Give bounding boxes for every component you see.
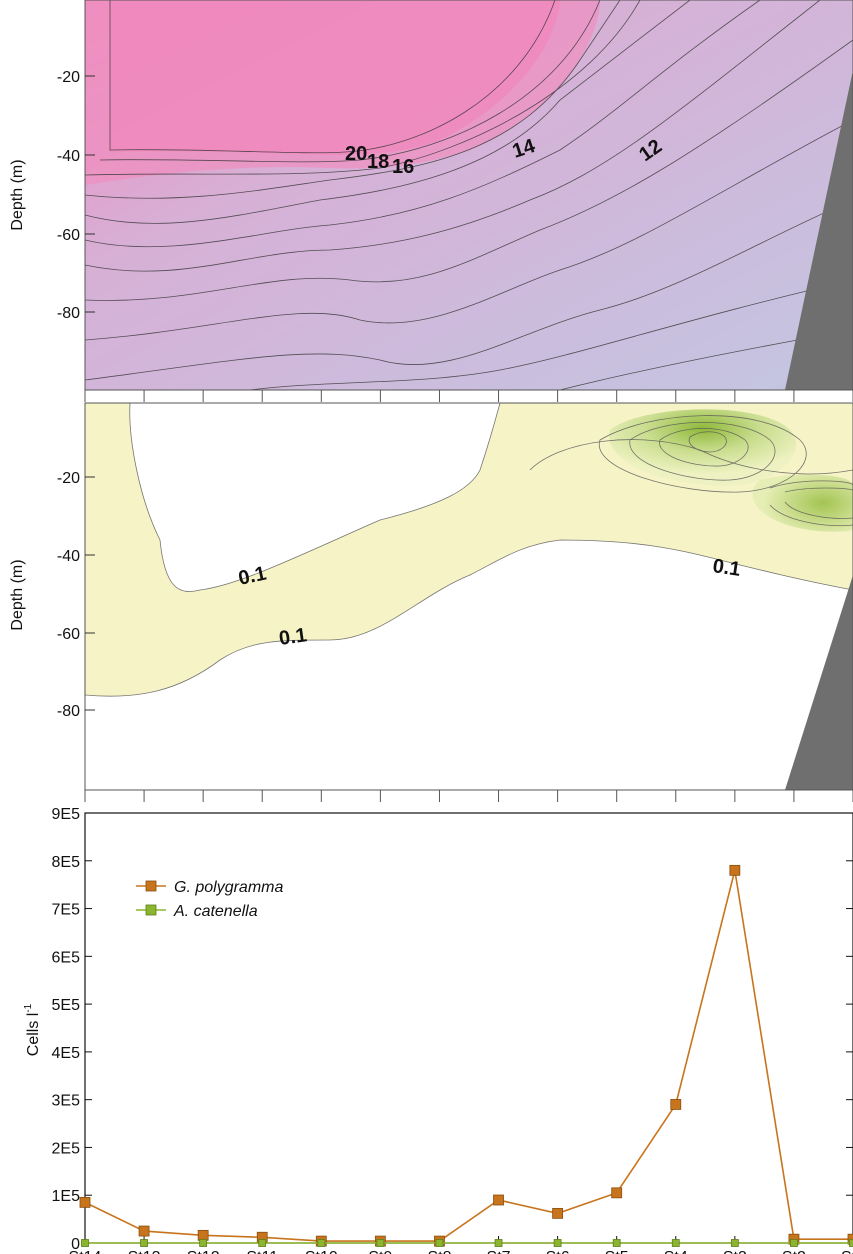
x-tick-label: St7 [487,1249,511,1254]
cell-count-chart: 0 1E5 2E5 3E5 4E5 5E5 6E5 7E5 8E5 9E5 St14 St13 St1… [23,806,853,1254]
temperature-contour-lines [85,0,853,390]
contour-label-0.1-lower: 0.1 [278,624,309,650]
series-group [79,864,853,1247]
contour-label-0.1-right: 0.1 [711,555,742,581]
y-tick-label: 3E5 [52,1093,81,1110]
data-point-a-catenella [199,1239,208,1247]
y-tick-label: -40 [57,148,80,165]
temperature-frame [84,0,853,391]
y-axis-title: Cells l-1 [23,1003,42,1056]
data-point-g-polygramma [611,1187,623,1199]
land-mask [785,575,853,790]
x-tick-label: St3 [723,1249,747,1254]
concentration-panel: 0.1 0.1 0.1 -20 -40 -60 -80 Depth (m) [9,402,853,802]
line-chart-frame [84,812,853,1244]
contour-label-18: 18 [367,151,389,173]
data-point-g-polygramma [79,1196,91,1208]
legend-label: G. polygramma [174,879,283,896]
warm-core-region-inner [110,0,560,155]
data-point-a-catenella [553,1239,562,1247]
legend-swatch-marker [145,880,157,892]
y-tick-label: -20 [57,69,80,86]
temperature-y-axis: -20 -40 -60 -80 Depth (m) [9,69,95,322]
legend: G. polygramma A. catenella [136,879,283,920]
y-tick-label: 9E5 [52,806,81,823]
x-tick-label: St9 [368,1249,392,1254]
x-tick-label: St5 [605,1249,629,1254]
data-point-a-catenella [790,1239,798,1247]
x-tick-label: St12 [187,1249,220,1254]
x-tick-label: St8 [427,1249,451,1254]
data-point-a-catenella [258,1239,267,1247]
y-tick-label: 4E5 [52,1045,81,1062]
y-tick-label: -40 [57,548,80,565]
y-axis-title: Depth (m) [9,159,26,230]
x-tick-label: St2 [782,1249,806,1254]
y-tick-label: 2E5 [52,1140,81,1157]
data-point-g-polygramma [197,1229,209,1241]
y-tick-label: -80 [57,703,80,720]
data-point-a-catenella [435,1239,444,1247]
series-line-g-polygramma [84,870,853,1242]
data-point-g-polygramma [493,1194,504,1206]
cell-count-y-axis: 0 1E5 2E5 3E5 4E5 5E5 6E5 7E5 8E5 9E5 [52,806,853,1253]
data-point-a-catenella [849,1239,853,1247]
temperature-panel: 20 18 16 14 12 -20 -40 -60 -80 Depth (m) [9,0,853,402]
x-tick-label: St13 [128,1249,161,1254]
temperature-station-ticks [84,390,853,402]
contour-label-16: 16 [392,156,414,178]
y-axis-title: Depth (m) [9,559,26,630]
x-tick-label: St10 [305,1249,338,1254]
data-point-a-catenella [494,1239,503,1247]
legend-item-g-polygramma: G. polygramma [136,879,283,896]
y-tick-label: -80 [57,305,80,322]
legend-item-a-catenella: A. catenella [136,903,258,920]
data-point-a-catenella [730,1239,739,1247]
x-tick-label: St6 [546,1249,570,1254]
y-tick-label: 1E5 [52,1188,81,1205]
x-tick-label: St14 [69,1249,102,1254]
contour-label-20: 20 [345,143,367,165]
data-point-a-catenella [317,1239,326,1247]
y-tick-label: -20 [57,470,80,487]
data-point-g-polygramma [729,864,741,876]
y-tick-label: 5E5 [52,997,81,1014]
y-axis-title-main: Cells l [25,1013,42,1057]
data-point-a-catenella [671,1239,680,1247]
concentration-station-ticks [84,790,853,802]
y-tick-label: 7E5 [52,902,81,919]
data-point-a-catenella [140,1239,148,1247]
y-tick-label: 0 [71,1236,80,1253]
x-tick-label: St1 [841,1249,853,1254]
concentration-y-axis: -20 -40 -60 -80 Depth (m) [9,470,95,720]
y-axis-title-sup: -1 [23,1003,34,1012]
x-tick-label: St4 [664,1249,688,1254]
data-point-g-polygramma [138,1225,150,1237]
x-tick-label: St11 [246,1249,278,1254]
y-tick-label: -60 [57,227,80,244]
data-point-a-catenella [81,1239,89,1247]
data-point-a-catenella [376,1239,385,1247]
land-mask [785,70,853,390]
data-point-g-polygramma [552,1207,564,1219]
legend-swatch-marker [145,904,157,916]
y-tick-label: -60 [57,626,80,643]
concentration-contour-lines [85,403,853,697]
data-point-a-catenella [612,1239,621,1247]
legend-label: A. catenella [173,903,258,920]
concentration-frame [84,402,853,791]
y-tick-label: 8E5 [52,854,81,871]
y-tick-label: 6E5 [52,949,81,966]
data-point-g-polygramma [670,1099,682,1110]
